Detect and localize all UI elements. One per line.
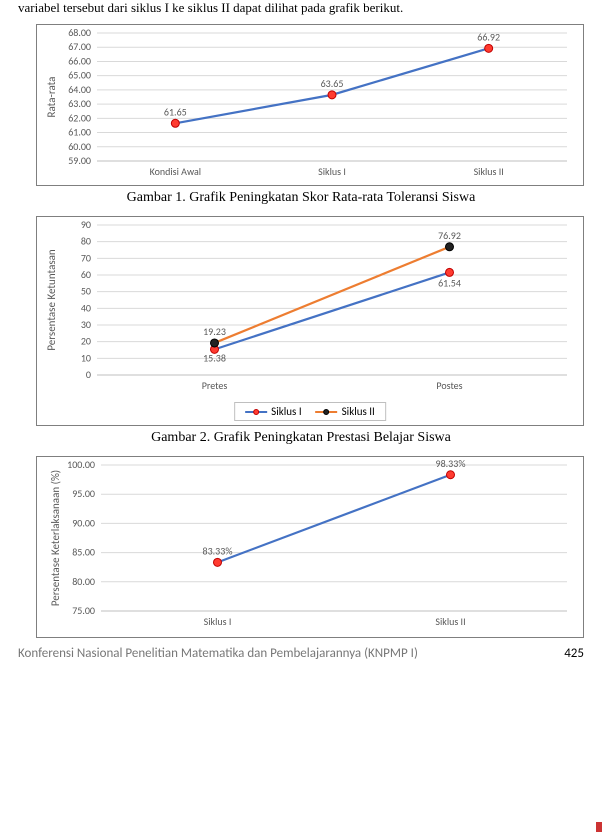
svg-text:90.00: 90.00 [72, 516, 95, 529]
svg-text:98.33%: 98.33% [436, 457, 466, 470]
svg-text:Persentase Ketuntasan: Persentase Ketuntasan [45, 249, 58, 351]
svg-text:40: 40 [81, 301, 91, 314]
chart-2: 0 10 20 30 40 50 60 70 80 90 Pretes Postes 15.38 61.5… [37, 217, 577, 425]
page-footer: Konferensi Nasional Penelitian Matematik… [0, 640, 602, 661]
svg-text:Postes: Postes [436, 379, 462, 392]
svg-text:63.00: 63.00 [68, 97, 91, 110]
svg-text:Persentase Keterlaksanaan (%): Persentase Keterlaksanaan (%) [49, 470, 62, 606]
svg-text:61.54: 61.54 [438, 276, 461, 289]
svg-text:61.00: 61.00 [68, 126, 91, 139]
chart-3: 75.00 80.00 85.00 90.00 95.00 100.00 Siklus I S… [37, 457, 577, 637]
svg-text:76.92: 76.92 [438, 229, 461, 242]
svg-text:67.00: 67.00 [68, 40, 91, 53]
svg-text:95.00: 95.00 [72, 487, 95, 500]
svg-text:Rata-rata: Rata-rata [45, 77, 58, 118]
svg-text:60: 60 [81, 268, 91, 281]
svg-text:64.00: 64.00 [68, 83, 91, 96]
svg-text:0: 0 [86, 368, 91, 381]
svg-text:Siklus I: Siklus I [318, 165, 346, 178]
chart-3-frame: 75.00 80.00 85.00 90.00 95.00 100.00 Siklus I S… [36, 456, 584, 638]
legend-label: Siklus II [342, 405, 375, 418]
svg-text:63.65: 63.65 [321, 77, 344, 90]
chart-1: 59.0060.0061.00 62.0063.0064.0065.00 66.00… [37, 25, 577, 185]
svg-text:20: 20 [81, 335, 91, 348]
legend-item: Siklus I [245, 405, 301, 418]
svg-text:19.23: 19.23 [203, 325, 226, 338]
svg-text:80.00: 80.00 [72, 575, 95, 588]
svg-text:50: 50 [81, 285, 91, 298]
svg-text:66.00: 66.00 [68, 54, 91, 67]
legend-item: Siklus II [316, 405, 375, 418]
page: variabel tersebut dari siklus I ke siklu… [0, 0, 602, 661]
footer-left: Konferensi Nasional Penelitian Matematik… [18, 646, 418, 661]
svg-text:Siklus II: Siklus II [474, 165, 504, 178]
svg-text:90: 90 [81, 218, 91, 231]
svg-text:Siklus II: Siklus II [435, 615, 465, 628]
svg-text:80: 80 [81, 235, 91, 248]
svg-text:85.00: 85.00 [72, 546, 95, 559]
svg-text:70: 70 [81, 251, 91, 264]
caption-2: Gambar 2. Grafik Peningkatan Prestasi Be… [0, 428, 602, 452]
svg-text:Siklus I: Siklus I [204, 615, 232, 628]
svg-text:83.33%: 83.33% [203, 544, 233, 557]
svg-text:59.00: 59.00 [68, 154, 91, 167]
caption-1: Gambar 1. Grafik Peningkatan Skor Rata-r… [0, 188, 602, 212]
footer-page-number: 425 [564, 646, 584, 661]
svg-text:15.38: 15.38 [203, 351, 226, 364]
svg-text:75.00: 75.00 [72, 604, 95, 617]
chart-1-frame: 59.0060.0061.00 62.0063.0064.0065.00 66.00… [36, 24, 584, 186]
svg-text:62.00: 62.00 [68, 111, 91, 124]
intro-text: variabel tersebut dari siklus I ke siklu… [0, 0, 602, 20]
chart-2-legend: Siklus I Siklus II [234, 402, 386, 421]
svg-text:68.00: 68.00 [68, 26, 91, 39]
svg-text:30: 30 [81, 318, 91, 331]
svg-text:100.00: 100.00 [67, 458, 95, 471]
svg-text:Kondisi Awal: Kondisi Awal [150, 165, 201, 178]
svg-text:66.92: 66.92 [477, 30, 500, 43]
margin-marker [596, 822, 602, 832]
chart-2-frame: 0 10 20 30 40 50 60 70 80 90 Pretes Postes 15.38 61.5… [36, 216, 584, 426]
svg-text:10: 10 [81, 351, 91, 364]
svg-text:Pretes: Pretes [202, 379, 228, 392]
svg-text:65.00: 65.00 [68, 69, 91, 82]
legend-label: Siklus I [271, 405, 301, 418]
svg-text:61.65: 61.65 [164, 105, 187, 118]
svg-text:60.00: 60.00 [68, 140, 91, 153]
